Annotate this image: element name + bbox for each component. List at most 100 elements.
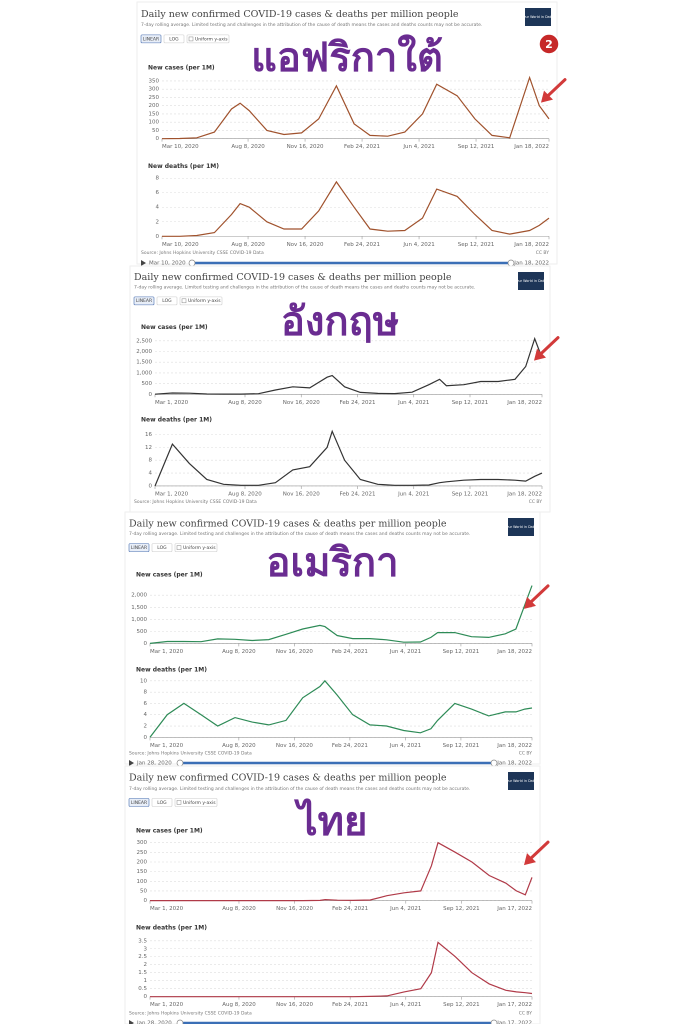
x-tick-label: Mar 1, 2020 <box>155 400 189 406</box>
checkbox[interactable] <box>176 545 182 550</box>
x-tick-label: Aug 8, 2020 <box>222 649 256 655</box>
x-tick-label: Jun 4, 2021 <box>402 144 434 150</box>
y-tick-label: 150 <box>149 111 160 117</box>
x-tick-label: Jan 18, 2022 <box>506 400 542 406</box>
country-label: แอฟริกาใต้ <box>251 34 443 81</box>
y-tick-label: 6 <box>144 701 148 707</box>
x-tick-label: Aug 8, 2020 <box>222 906 256 912</box>
panel-subtitle: 7-day rolling average. Limited testing a… <box>129 786 470 792</box>
toggle-button[interactable] <box>151 798 173 807</box>
x-tick-label: Sep 12, 2021 <box>452 491 489 497</box>
toggle-label[interactable]: LINEAR <box>143 36 159 42</box>
toggle-label[interactable]: Uniform y-axis <box>183 800 216 806</box>
panel-background <box>129 265 551 513</box>
toggle-button[interactable] <box>186 34 230 44</box>
slider-handle[interactable] <box>176 759 184 767</box>
checkbox[interactable] <box>176 800 182 805</box>
toggle-button[interactable] <box>163 34 185 44</box>
x-tick-label: Nov 16, 2020 <box>287 144 324 150</box>
data-line <box>149 585 533 644</box>
x-tick-label: Mar 10, 2020 <box>162 242 199 248</box>
logo-box <box>518 272 544 290</box>
chart-title: New deaths (per 1M) <box>136 667 207 674</box>
checkbox[interactable] <box>188 36 194 42</box>
y-tick-label: 0 <box>156 136 160 142</box>
annotation-arrow-head <box>534 348 546 361</box>
y-tick-label: 0 <box>144 898 148 904</box>
x-tick-label: Jun 4, 2021 <box>389 743 421 749</box>
y-tick-label: 50 <box>152 128 159 134</box>
slider-handle[interactable] <box>490 1019 498 1024</box>
play-button[interactable] <box>129 1019 134 1024</box>
toggle-button[interactable] <box>133 296 155 306</box>
toggle-label[interactable]: LOG <box>157 800 167 806</box>
toggle-button[interactable] <box>156 296 178 306</box>
slider-handle[interactable] <box>490 759 498 767</box>
toggle-button[interactable] <box>128 543 150 552</box>
slider-handle[interactable] <box>176 1019 184 1024</box>
checkbox[interactable] <box>181 298 187 304</box>
play-button[interactable] <box>141 259 146 266</box>
y-tick-label: 4 <box>156 205 160 211</box>
toggle-button[interactable] <box>140 34 162 44</box>
toggle-button[interactable] <box>151 543 173 552</box>
y-tick-label: 150 <box>137 869 148 875</box>
x-tick-label: Mar 1, 2020 <box>150 906 184 912</box>
country-label: อเมริกา <box>266 540 398 586</box>
toggle-label[interactable]: LINEAR <box>136 298 152 304</box>
x-tick-label: Jan 18, 2022 <box>506 491 542 497</box>
slider-start: Jan 28, 2020 <box>136 761 172 767</box>
toggle-label[interactable]: LOG <box>169 36 179 42</box>
toggle-label[interactable]: LINEAR <box>131 545 147 551</box>
x-tick-label: Mar 10, 2020 <box>162 144 199 150</box>
x-tick-label: Sep 12, 2021 <box>443 743 480 749</box>
data-line <box>150 941 533 998</box>
logo-text: Our World in Data <box>506 779 536 783</box>
x-tick-label: Sep 12, 2021 <box>452 400 489 406</box>
toggle-label[interactable]: Uniform y-axis <box>183 545 216 551</box>
source-note: Source: Johns Hopkins University CSSE CO… <box>129 1010 252 1016</box>
x-tick-label: Jun 4, 2021 <box>397 491 429 497</box>
y-tick-label: 350 <box>149 78 160 84</box>
toggle-button[interactable] <box>179 296 223 306</box>
x-tick-label: Jun 4, 2021 <box>389 1002 421 1008</box>
x-tick-label: Mar 1, 2020 <box>150 649 184 655</box>
slider-handle[interactable] <box>507 259 515 267</box>
x-tick-label: Nov 16, 2020 <box>276 743 313 749</box>
y-tick-label: 12 <box>145 445 152 451</box>
y-tick-label: 300 <box>137 840 148 846</box>
x-tick-label: Jan 18, 2022 <box>496 743 532 749</box>
panel-title: Daily new confirmed COVID-19 cases & dea… <box>134 272 452 283</box>
y-tick-label: 50 <box>140 888 147 894</box>
toggle-label[interactable]: LOG <box>162 298 172 304</box>
logo-box <box>525 8 551 26</box>
x-tick-label: Aug 8, 2020 <box>222 743 256 749</box>
y-tick-label: 1,000 <box>131 617 147 623</box>
x-tick-label: Feb 24, 2021 <box>332 649 368 655</box>
license: CC BY <box>529 499 543 505</box>
toggle-label[interactable]: Uniform y-axis <box>195 36 228 42</box>
toggle-label[interactable]: Uniform y-axis <box>188 298 221 304</box>
y-tick-label: 0 <box>149 483 153 489</box>
toggle-button[interactable] <box>128 798 150 807</box>
logo-box <box>508 518 534 536</box>
chart-title: New deaths (per 1M) <box>148 163 219 170</box>
x-tick-label: Nov 16, 2020 <box>276 1002 313 1008</box>
y-tick-label: 500 <box>142 381 153 387</box>
y-tick-label: 2 <box>156 219 160 225</box>
annotation-arrow <box>538 336 560 357</box>
slider-handle[interactable] <box>188 259 196 267</box>
country-label: อังกฤษ <box>281 299 399 345</box>
toggle-button[interactable] <box>174 543 218 552</box>
toggle-label[interactable]: LOG <box>157 545 167 551</box>
x-tick-label: Jun 4, 2021 <box>389 649 421 655</box>
toggle-button[interactable] <box>174 798 218 807</box>
y-tick-label: 300 <box>149 87 160 93</box>
y-tick-label: 0 <box>144 641 148 647</box>
play-button[interactable] <box>129 760 134 767</box>
y-tick-label: 2.5 <box>138 954 147 960</box>
toggle-label[interactable]: LINEAR <box>131 800 147 806</box>
y-tick-label: 250 <box>149 95 160 101</box>
x-tick-label: Feb 24, 2021 <box>340 491 376 497</box>
panel-subtitle: 7-day rolling average. Limited testing a… <box>129 531 470 537</box>
